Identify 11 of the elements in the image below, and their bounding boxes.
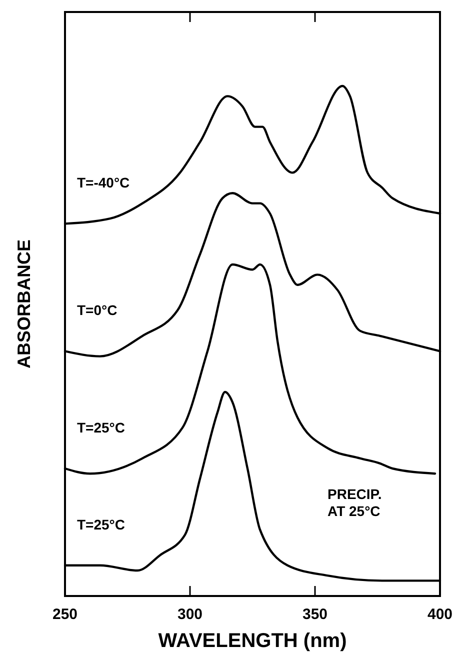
annotation: PRECIP. AT 25°C [328,486,382,520]
x-tick-label: 300 [177,606,203,623]
x-tick-label: 400 [427,606,453,623]
x-tick-label: 350 [302,606,328,623]
text: T=25°C [77,516,126,532]
x-tick-label: 250 [52,606,78,623]
x-axis-title: WAVELENGTH (nm) [158,630,347,652]
text: T=25°C [77,420,126,436]
series-label: T=-40°C [77,174,130,191]
y-axis-title: ABSORBANCE [14,239,34,369]
text: T=0°C [77,302,118,318]
